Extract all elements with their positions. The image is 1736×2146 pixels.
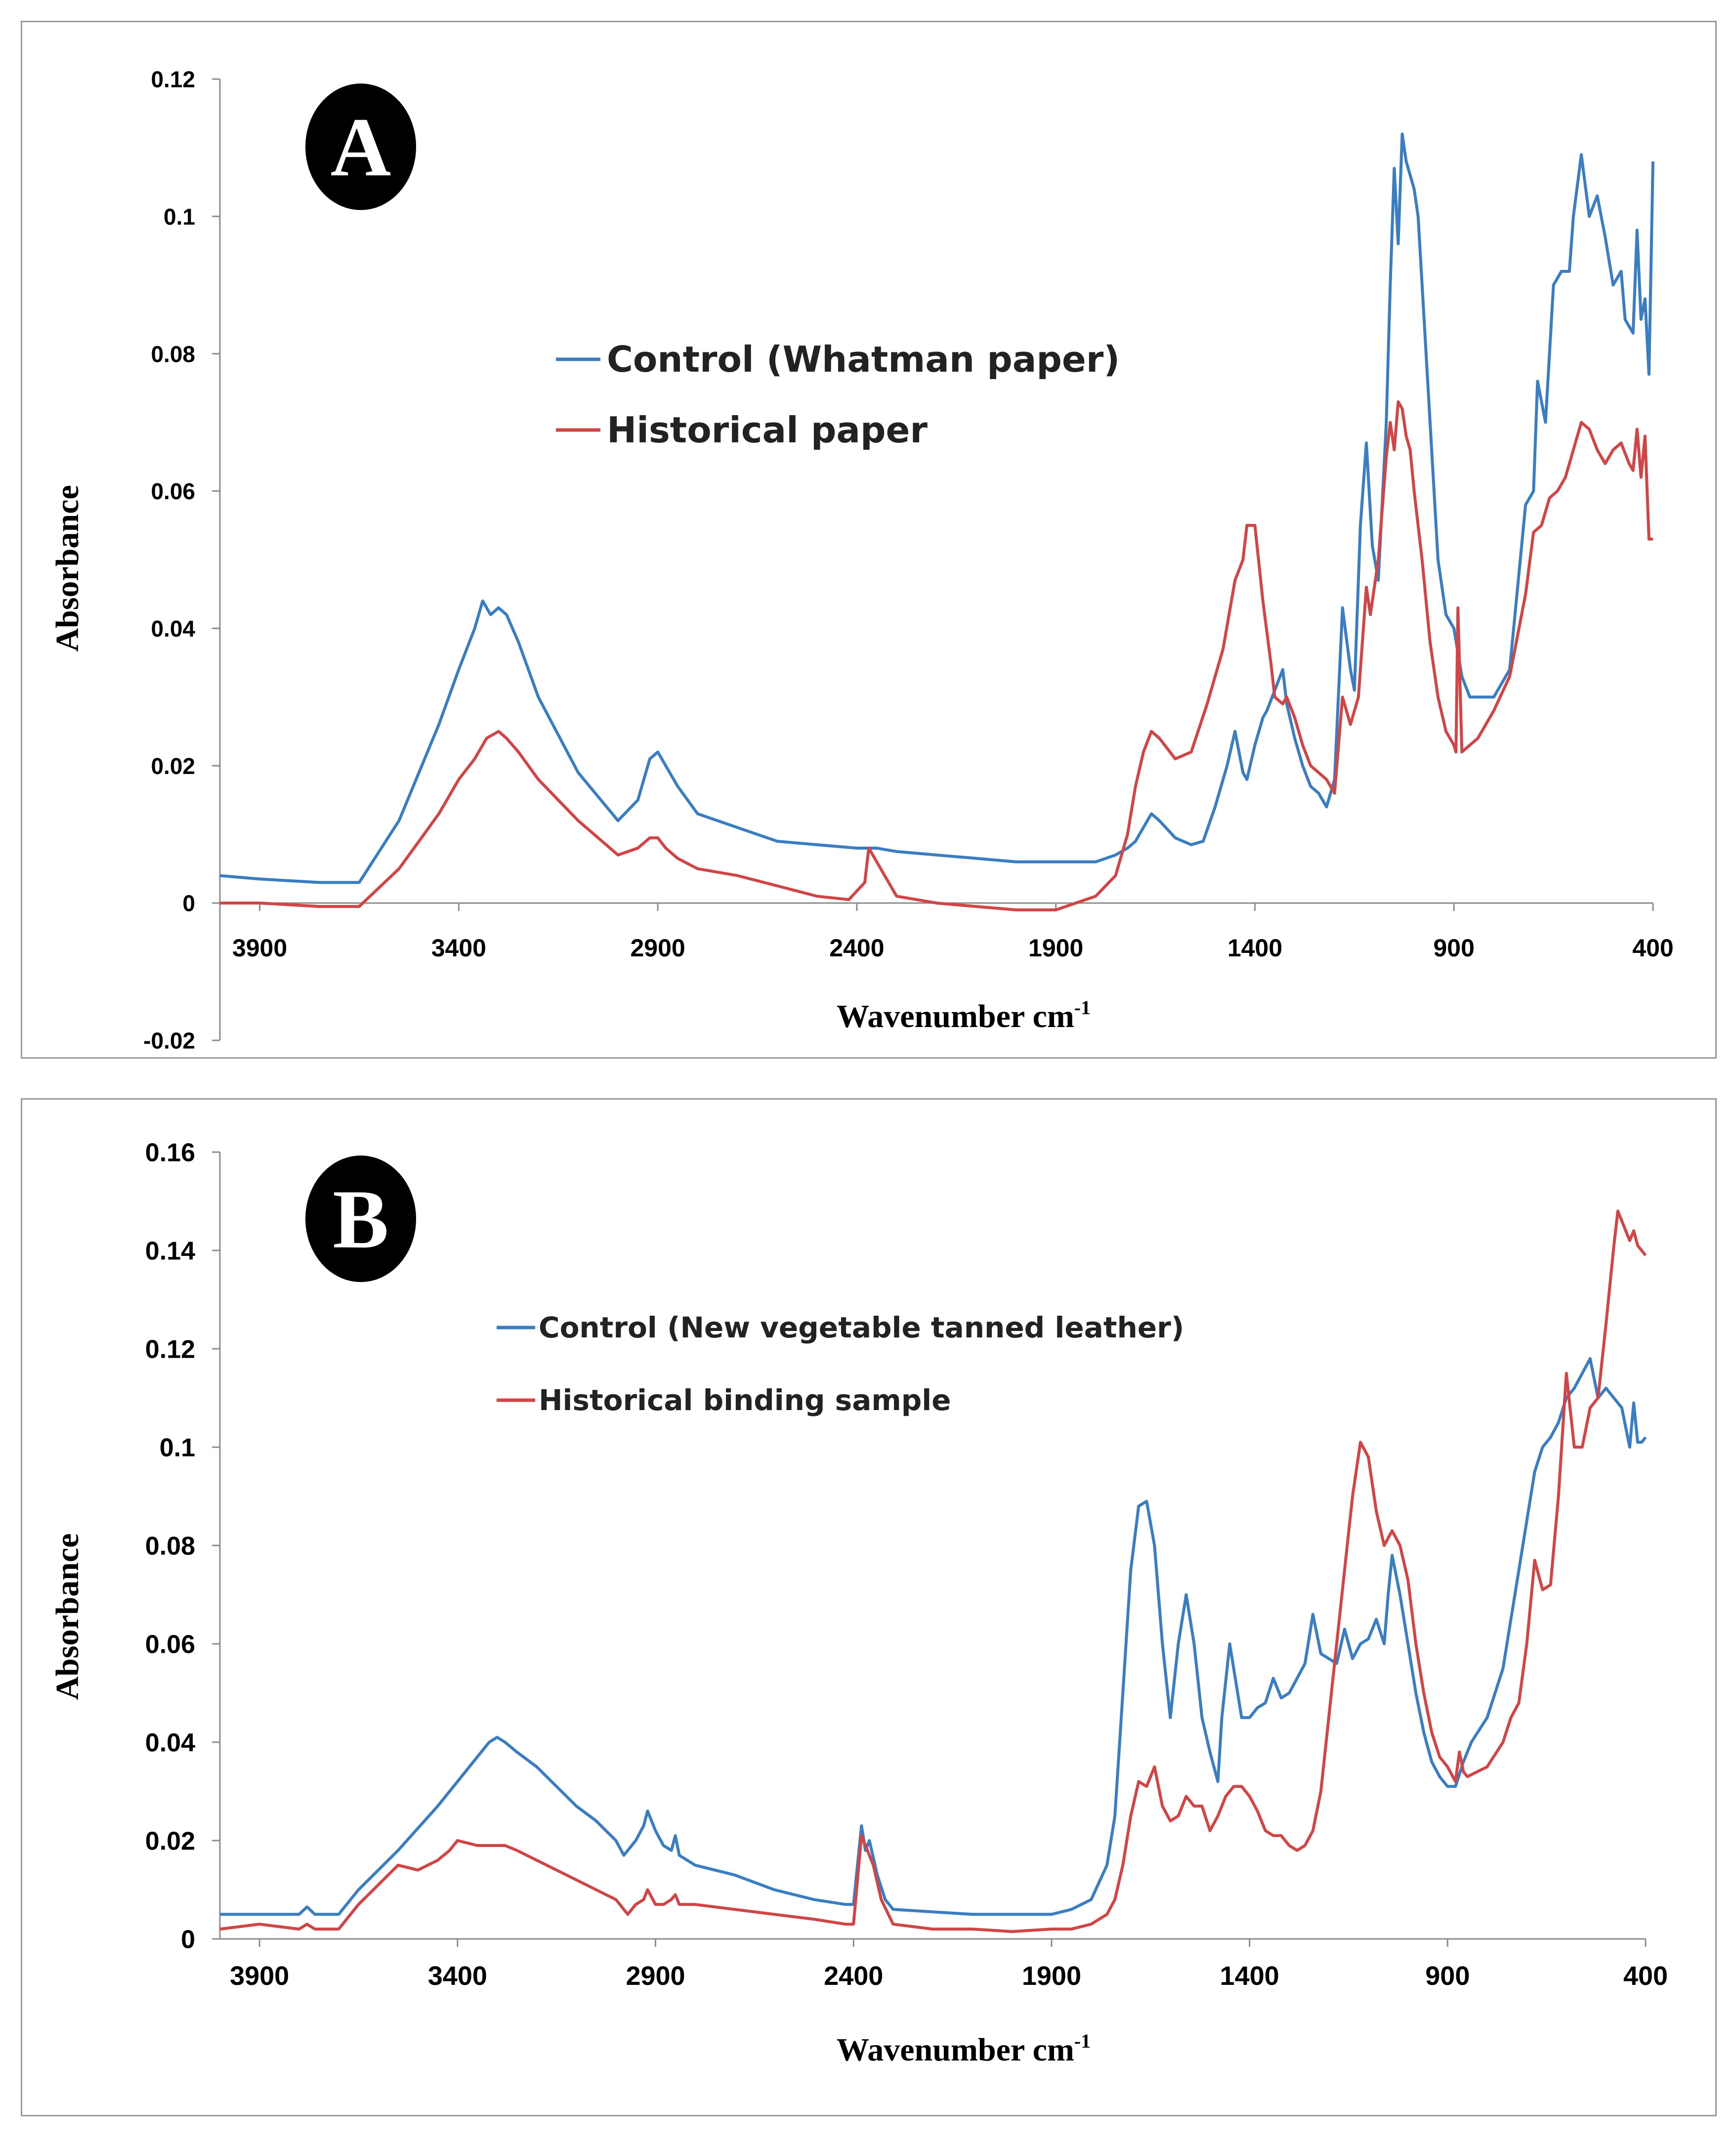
y-axis-title: Absorbance	[49, 485, 85, 651]
panel-badge	[305, 1156, 416, 1282]
y-tick-label: 0.1	[160, 1434, 195, 1462]
x-tick-label: 3400	[428, 1961, 487, 1991]
x-tick-label: 400	[1632, 934, 1673, 962]
x-axis-title-superscript: -1	[1074, 996, 1091, 1019]
x-tick-label: 2900	[630, 934, 685, 962]
legend-label: Control (Whatman paper)	[607, 339, 1120, 380]
y-tick-label: 0.16	[145, 1139, 195, 1167]
y-tick-label: 0.02	[151, 753, 195, 779]
series-line-historical	[220, 400, 1653, 911]
y-tick-label: 0.04	[151, 616, 195, 642]
x-tick-label: 2400	[829, 934, 884, 962]
panel-badge	[305, 84, 416, 210]
y-tick-label: 0.12	[151, 67, 195, 92]
y-tick-label: 0.08	[145, 1532, 195, 1561]
x-tick-label: 400	[1623, 1961, 1668, 1991]
x-tick-label: 900	[1434, 934, 1475, 962]
series-line-control	[220, 1357, 1647, 1916]
y-tick-label: 0.1	[164, 204, 195, 229]
x-tick-label: 1400	[1220, 1961, 1279, 1991]
legend-label: Control (New vegetable tanned leather)	[539, 1311, 1184, 1344]
legend-label: Historical paper	[607, 409, 928, 451]
y-tick-label: 0.06	[151, 478, 195, 504]
x-axis-title-superscript: -1	[1074, 2030, 1091, 2052]
x-tick-label: 3900	[230, 1961, 289, 1991]
panel-b-frame	[21, 1098, 1717, 2116]
x-axis-title: Wavenumber cm-1	[837, 996, 1091, 1034]
y-tick-label: 0.04	[145, 1729, 195, 1758]
y-tick-label: 0.06	[145, 1631, 195, 1659]
x-tick-label: 2400	[824, 1961, 883, 1991]
series-line-control	[219, 132, 1654, 884]
x-tick-label: 900	[1425, 1961, 1470, 1991]
y-tick-label: 0.14	[145, 1237, 195, 1266]
x-tick-label: 3900	[232, 934, 287, 962]
series-line-historical	[219, 1209, 1647, 1933]
y-tick-label: 0	[181, 1926, 195, 1954]
panel-letter: A	[331, 101, 391, 194]
x-axis-title-text: Wavenumber cm	[837, 998, 1074, 1034]
y-tick-label: 0	[182, 891, 195, 916]
x-tick-label: 1900	[1028, 934, 1083, 962]
x-tick-label: 1900	[1022, 1961, 1081, 1991]
legend-label: Historical binding sample	[539, 1383, 951, 1417]
x-tick-label: 3400	[431, 934, 486, 962]
x-tick-label: 2900	[626, 1961, 685, 1991]
y-tick-label: 0.02	[145, 1827, 195, 1856]
y-tick-label: 0.08	[151, 341, 195, 367]
chart-a: -0.02 0 0.02 0.04 0.06 0.08 0.1 0.12 3900 3400 290…	[49, 67, 1674, 1054]
x-axis-title: Wavenumber cm-1	[837, 2030, 1091, 2068]
chart-b: 0 0.02 0.04 0.06 0.08 0.1 0.12 0.14 0.16 3900 3400…	[49, 1139, 1668, 2068]
panel-a-frame	[21, 21, 1717, 1059]
x-tick-label: 1400	[1228, 934, 1282, 962]
x-axis-title-text: Wavenumber cm	[837, 2032, 1074, 2068]
y-tick-label: -0.02	[143, 1028, 195, 1054]
panel-letter: B	[333, 1173, 388, 1266]
y-tick-label: 0.12	[145, 1335, 195, 1364]
y-axis-title: Absorbance	[49, 1533, 85, 1700]
